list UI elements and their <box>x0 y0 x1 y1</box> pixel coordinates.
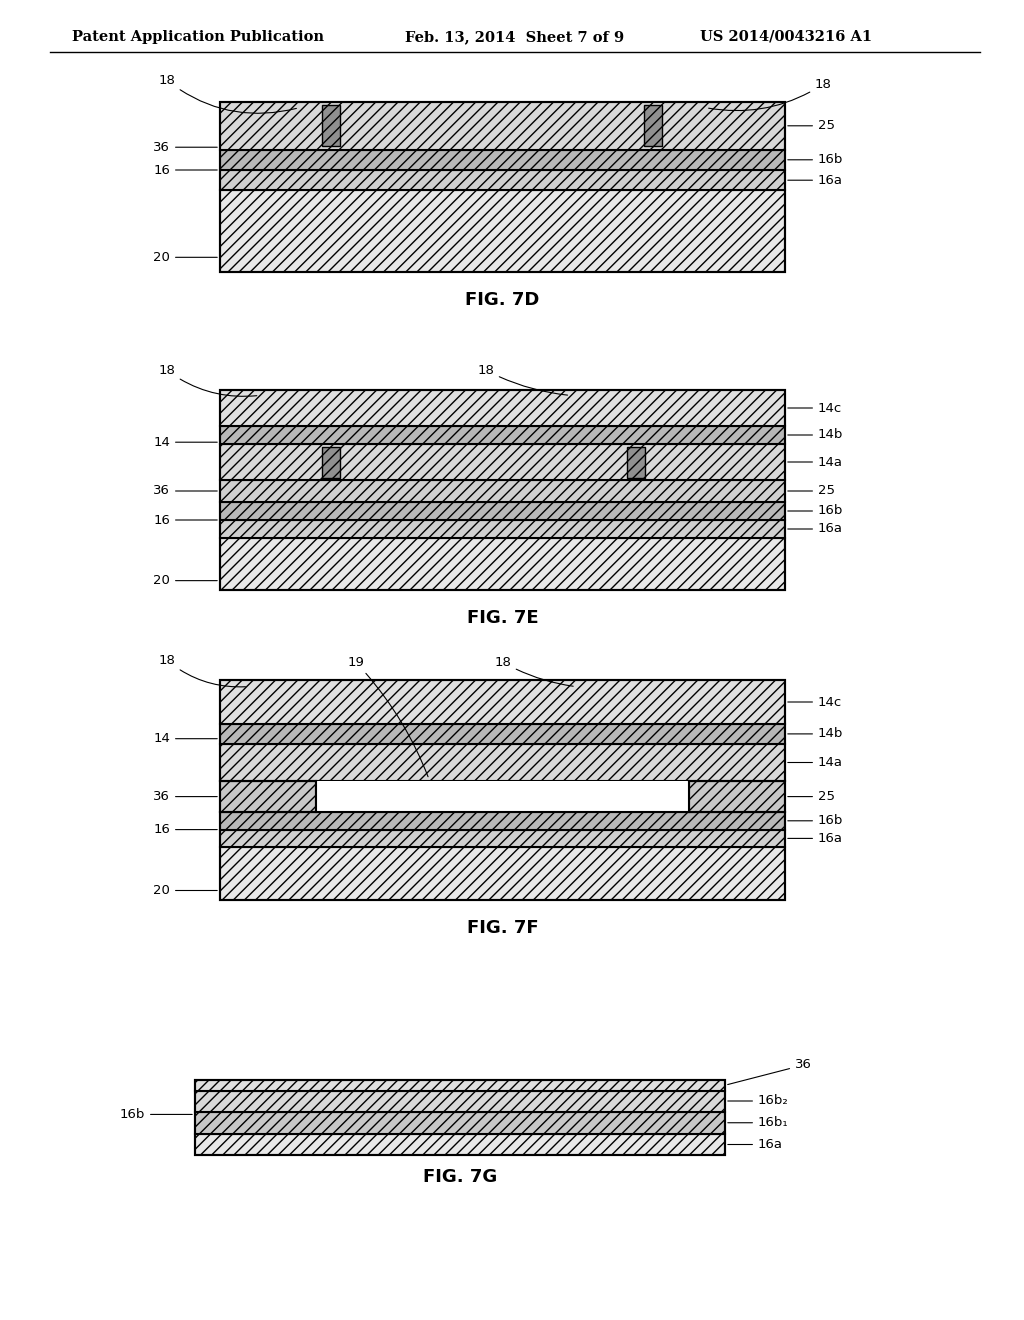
Text: 14: 14 <box>154 733 217 746</box>
Text: 16b: 16b <box>787 814 844 828</box>
Bar <box>220 444 785 480</box>
Text: 20: 20 <box>154 251 217 264</box>
Bar <box>644 106 662 145</box>
Bar <box>220 723 785 743</box>
Text: 18: 18 <box>477 363 567 395</box>
Bar <box>220 743 785 781</box>
Text: 16b₁: 16b₁ <box>728 1117 788 1129</box>
Text: 36: 36 <box>154 141 217 153</box>
Text: 18: 18 <box>158 363 257 396</box>
Bar <box>322 446 340 478</box>
Text: 14b: 14b <box>787 727 844 741</box>
Text: 19: 19 <box>347 656 428 776</box>
Text: 18: 18 <box>494 656 573 686</box>
Bar <box>220 520 785 539</box>
Text: 16b₂: 16b₂ <box>728 1094 788 1107</box>
Text: 25: 25 <box>787 119 835 132</box>
Text: 14a: 14a <box>787 756 843 770</box>
Bar <box>220 389 785 590</box>
Bar <box>627 446 645 478</box>
Bar <box>195 1080 725 1155</box>
Bar <box>220 190 785 272</box>
Text: 16b: 16b <box>787 153 844 166</box>
Bar <box>220 680 785 723</box>
Bar <box>220 781 316 812</box>
Text: 14b: 14b <box>787 429 844 441</box>
Bar <box>195 1134 725 1155</box>
Text: 20: 20 <box>154 884 217 898</box>
Text: US 2014/0043216 A1: US 2014/0043216 A1 <box>700 30 872 44</box>
Text: 16b: 16b <box>787 504 844 517</box>
Bar <box>220 102 785 149</box>
Text: Feb. 13, 2014  Sheet 7 of 9: Feb. 13, 2014 Sheet 7 of 9 <box>406 30 624 44</box>
Text: 16a: 16a <box>787 174 843 186</box>
Bar <box>195 1111 725 1134</box>
Bar <box>220 812 785 829</box>
Bar <box>195 1080 725 1090</box>
Bar <box>220 680 785 900</box>
Text: 14c: 14c <box>787 401 843 414</box>
Bar <box>220 170 785 190</box>
Text: 14a: 14a <box>787 455 843 469</box>
Bar <box>316 781 689 812</box>
Bar <box>220 539 785 590</box>
Text: 16a: 16a <box>728 1138 783 1151</box>
Text: 36: 36 <box>154 791 217 803</box>
Text: 16b: 16b <box>120 1107 193 1121</box>
Text: 36: 36 <box>154 484 217 498</box>
Bar <box>220 847 785 900</box>
Text: 16a: 16a <box>787 832 843 845</box>
Text: 25: 25 <box>787 484 835 498</box>
Bar <box>322 106 340 145</box>
Text: 20: 20 <box>154 574 217 587</box>
Text: Patent Application Publication: Patent Application Publication <box>72 30 324 44</box>
Bar <box>220 389 785 426</box>
Text: 16: 16 <box>154 513 217 527</box>
Text: 16: 16 <box>154 164 217 177</box>
Text: 18: 18 <box>158 74 296 114</box>
Text: FIG. 7F: FIG. 7F <box>467 919 539 937</box>
Text: 25: 25 <box>787 791 835 803</box>
Text: FIG. 7G: FIG. 7G <box>423 1168 497 1185</box>
Bar <box>220 829 785 847</box>
Text: 18: 18 <box>709 78 831 111</box>
Text: 16: 16 <box>154 824 217 836</box>
Text: 18: 18 <box>158 653 246 686</box>
Text: 14c: 14c <box>787 696 843 709</box>
Bar <box>220 480 785 502</box>
Text: 16a: 16a <box>787 523 843 536</box>
Bar <box>220 426 785 444</box>
Text: FIG. 7D: FIG. 7D <box>465 290 540 309</box>
Text: 14: 14 <box>154 436 217 449</box>
Bar <box>689 781 785 812</box>
Bar <box>220 502 785 520</box>
Bar <box>195 1090 725 1111</box>
Bar <box>220 102 785 272</box>
Bar <box>220 149 785 170</box>
Text: 36: 36 <box>728 1059 812 1085</box>
Text: FIG. 7E: FIG. 7E <box>467 609 539 627</box>
